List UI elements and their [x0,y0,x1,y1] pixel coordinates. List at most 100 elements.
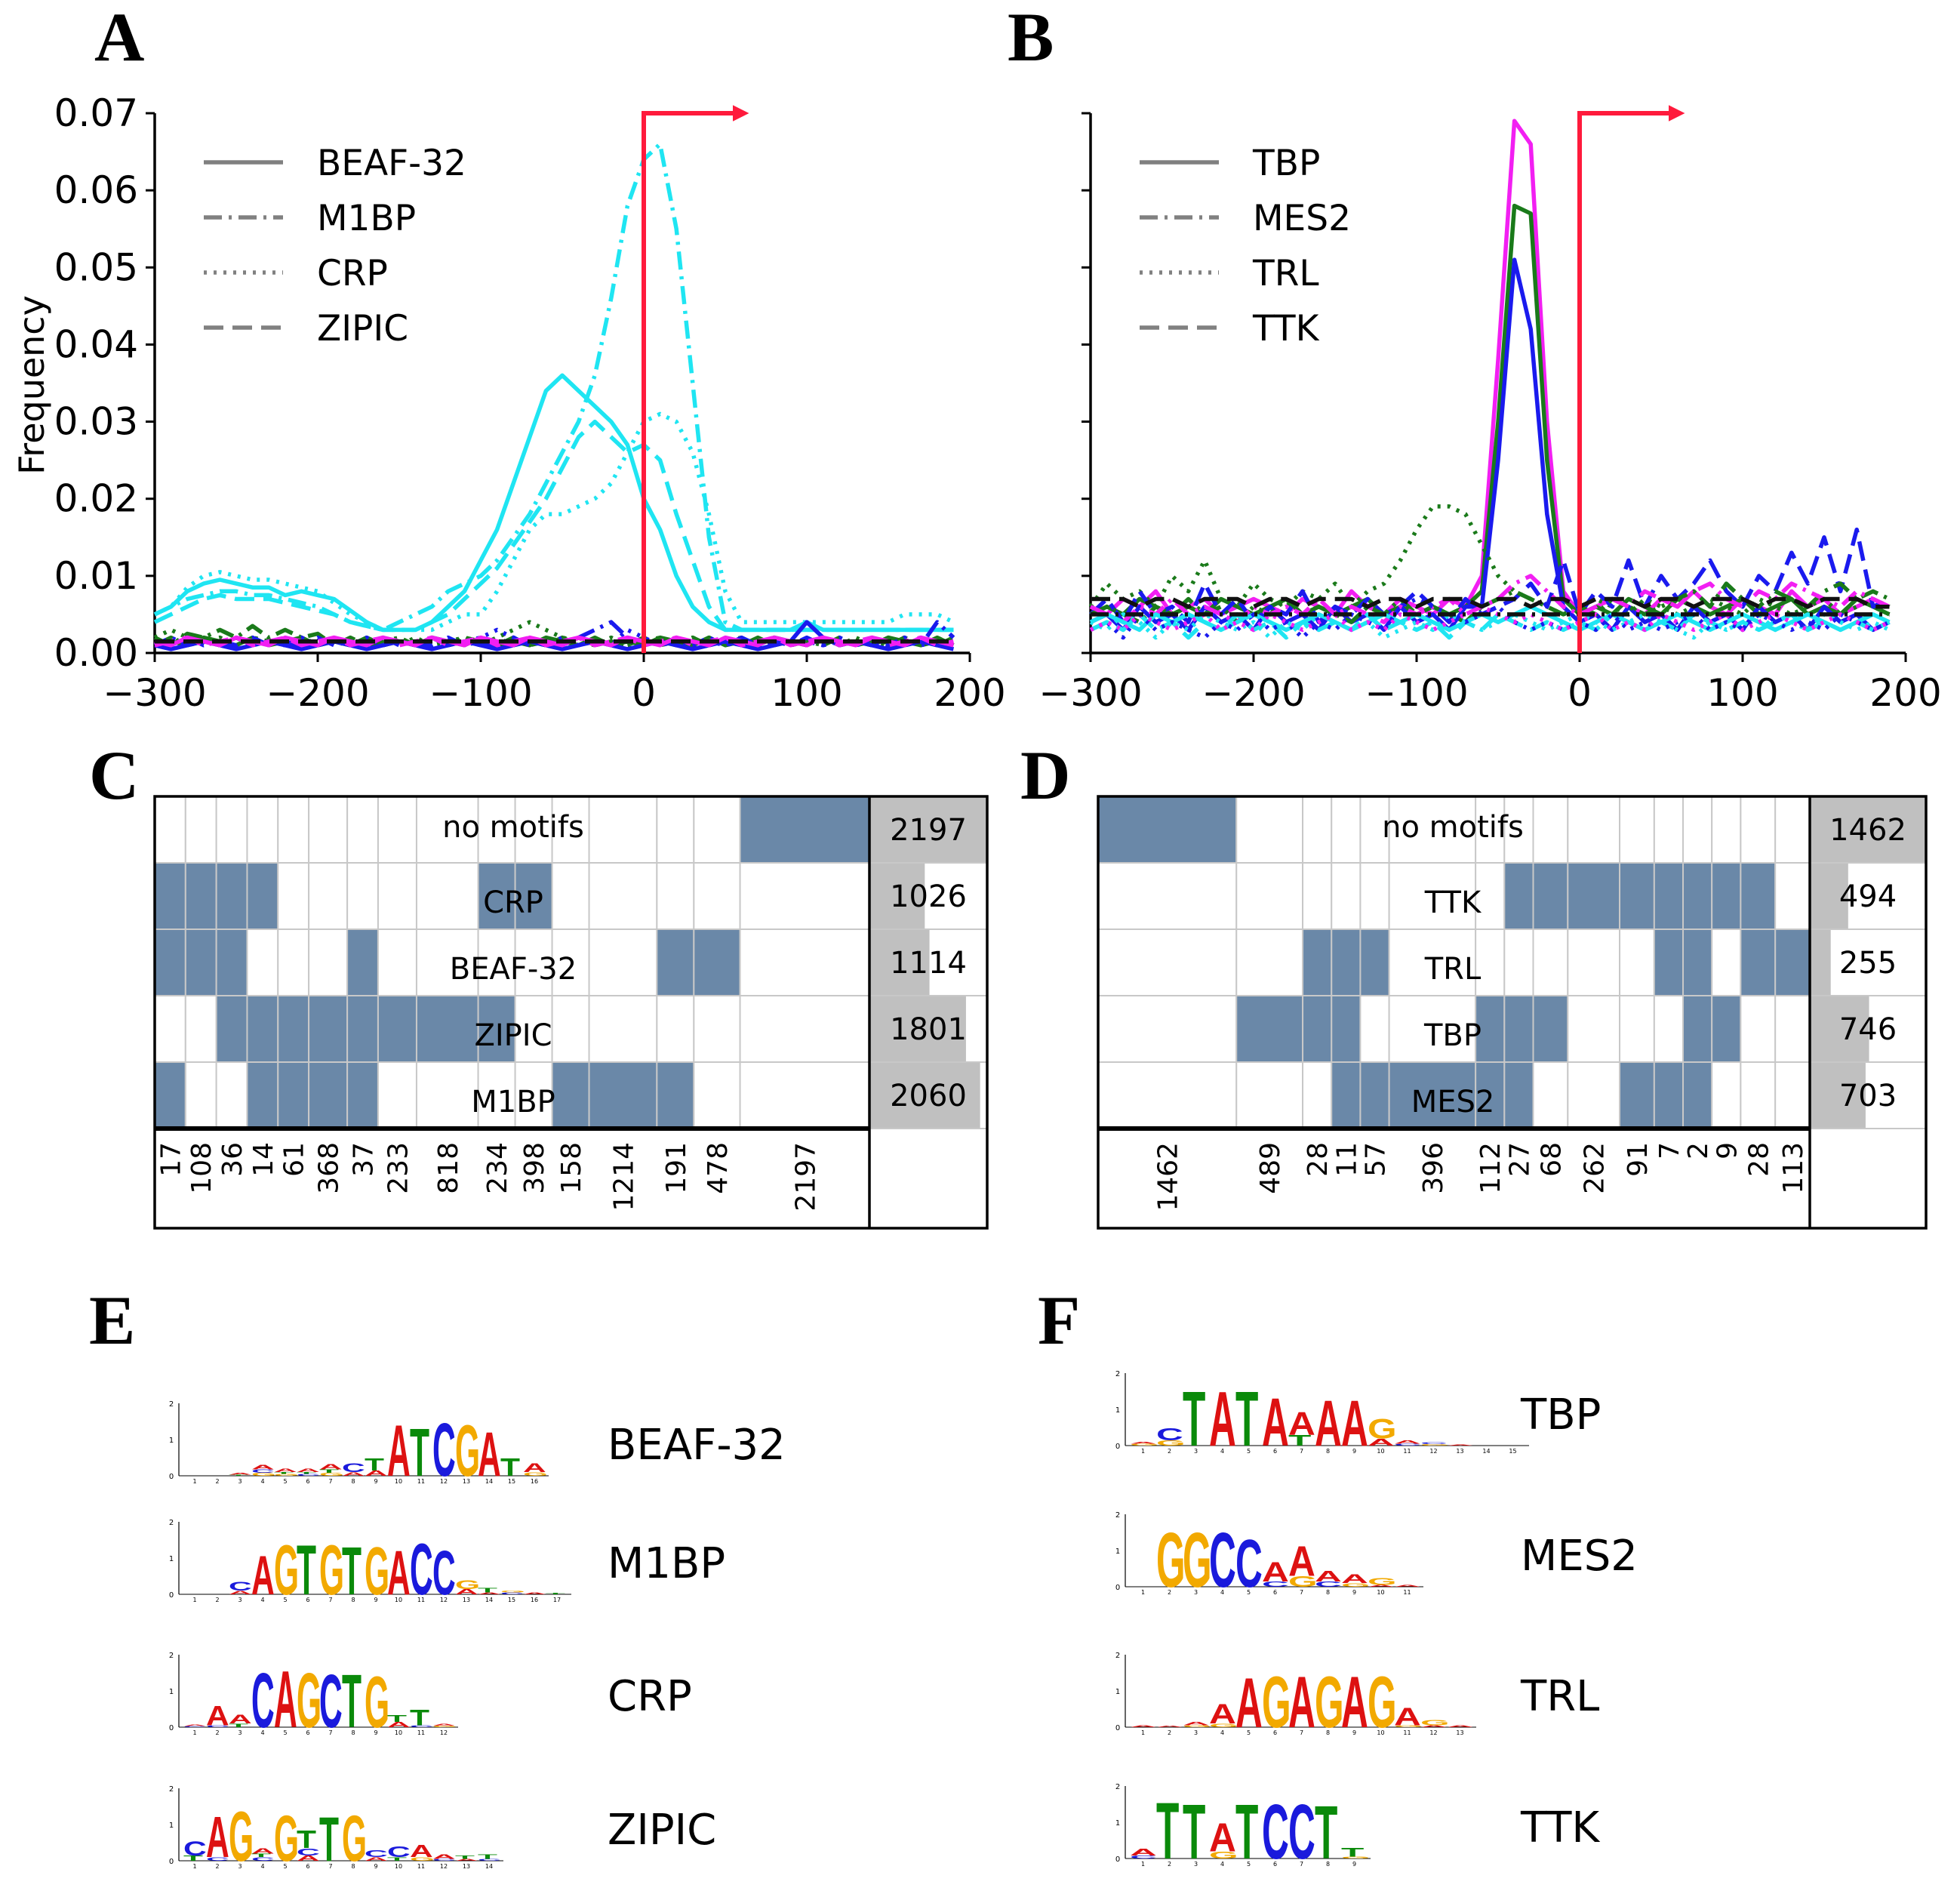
table-cell-c [377,1061,417,1129]
legend-label-a: BEAF-32 [317,143,466,184]
logo-letter-c: C [432,1859,456,1862]
logo-letter-a: A [1209,1815,1236,1860]
table-cell-c [184,1061,217,1129]
logo-position: 14 [485,1597,493,1603]
logo-letter-t: T [500,1453,520,1482]
logo-letter-g: G [1183,1517,1212,1604]
row-total-c: 1801 [890,1012,967,1047]
logo-position: 5 [283,1729,287,1736]
table-cell-d [1619,995,1655,1063]
series-line-b-ttk-cyan [1089,612,1891,640]
logo-letter-a: A [478,1420,501,1490]
logo-letter-a: A [410,1842,433,1862]
table-cell-c [377,862,417,930]
panel-letter-c: C [89,737,139,814]
logo-letter-t: T [410,1414,429,1490]
logo-letter-a: A [455,1588,478,1596]
table-cell-c [415,928,479,996]
logo-letter-t: T [387,1713,407,1724]
table-cell-c [246,796,279,864]
logo-letter-t: T [319,1805,339,1875]
logo-letter-a: A [478,1592,501,1595]
logo-letter-c: C [500,1592,524,1595]
column-count-d: 489 [1255,1142,1286,1194]
logo-position: 2 [215,1597,219,1603]
logo-letter-c: C [297,1474,320,1477]
logo-position: 4 [1220,1861,1224,1868]
logo-position: 2 [1168,1861,1171,1868]
table-cell-c [154,1061,186,1129]
table-cell-d [1331,796,1362,864]
table-cell-c [346,862,379,930]
logo-letter-a: A [365,1469,388,1477]
series-line-a-beaf-32-blue [154,620,955,651]
logo-position: 2 [1168,1448,1171,1455]
logo-position: 11 [1403,1729,1411,1736]
table-cell-d [1235,862,1304,930]
logo-letter-g: G [1183,1725,1212,1728]
y-axis-label-a: Frequency [11,295,52,475]
logo-letter-g: G [455,1409,480,1492]
logo-letter-t: T [319,1468,340,1474]
logo-position: 9 [374,1597,377,1603]
table-cell-d [1774,796,1811,864]
logo-position: 9 [1352,1448,1356,1455]
y-tick-label-a: 0.05 [54,245,138,289]
logo-letter-a: A [1130,1725,1157,1728]
logo-letter-g: G [455,1578,480,1592]
logo-name-e: BEAF-32 [608,1421,786,1470]
logo-letter-a: A [1262,1385,1289,1461]
logo-axis-tick: 2 [1115,1652,1120,1660]
logo-position: 1 [1141,1448,1145,1455]
legend-label-b: TBP [1252,143,1320,184]
column-count-d: 9 [1712,1142,1743,1159]
logo-letter-a: A [1341,1572,1368,1586]
column-count-c: 17 [155,1142,186,1177]
logo-position: 1 [192,1863,196,1870]
table-cell-d [1653,862,1685,930]
x-tick-label-a: −100 [429,671,532,715]
logo-position: 15 [1509,1448,1516,1455]
table-cell-d [1774,1061,1811,1129]
row-label-c: no motifs [442,810,584,845]
logo-axis-tick: 0 [169,1858,174,1866]
logo-position: 13 [463,1863,470,1870]
logo-position: 5 [283,1597,287,1603]
row-total-bar-d [1810,797,1926,862]
logo-letter-a: A [1156,1726,1183,1728]
logo-position: 13 [463,1478,470,1485]
column-count-c: 36 [217,1142,248,1177]
logo-letter-g: G [1156,1517,1186,1604]
table-cell-d [1532,1061,1569,1129]
logo-letter-a: A [387,1720,411,1729]
logo-position: 14 [485,1863,493,1870]
logo-letter-a: A [251,1846,275,1855]
logo-letter-c: C [432,1408,456,1492]
logo-letter-t: T [1235,1789,1258,1876]
table-cell-d [1682,995,1713,1063]
logo-letter-t: T [365,1455,384,1474]
logo-letter-a: A [251,1544,275,1606]
logo-position: 5 [1247,1729,1251,1736]
logo-position: 4 [1220,1448,1224,1455]
x-tick-label-b: −200 [1202,671,1305,715]
logo-letter-a: A [1368,1437,1395,1448]
logo-name-f: TBP [1520,1390,1601,1440]
row-label-d: no motifs [1382,810,1524,845]
logo-position: 8 [1326,1861,1330,1868]
logo-letter-c: C [432,1538,456,1609]
logo-letter-g: G [410,1856,435,1862]
logo-letter-c: C [251,1656,275,1744]
logo-name-f: MES2 [1521,1532,1638,1581]
logo-axis-tick: 0 [1115,1855,1120,1864]
logo-letter-g: G [365,1532,389,1609]
logo-letter-g: G [1420,1719,1450,1727]
logo-position: 1 [192,1729,196,1736]
logo-letter-a: A [432,1854,456,1861]
logo-letter-c: C [251,1856,275,1862]
table-cell-c [588,928,658,996]
table-cell-d [1503,928,1534,996]
row-total-d: 494 [1839,879,1897,914]
table-cell-c [739,928,871,996]
